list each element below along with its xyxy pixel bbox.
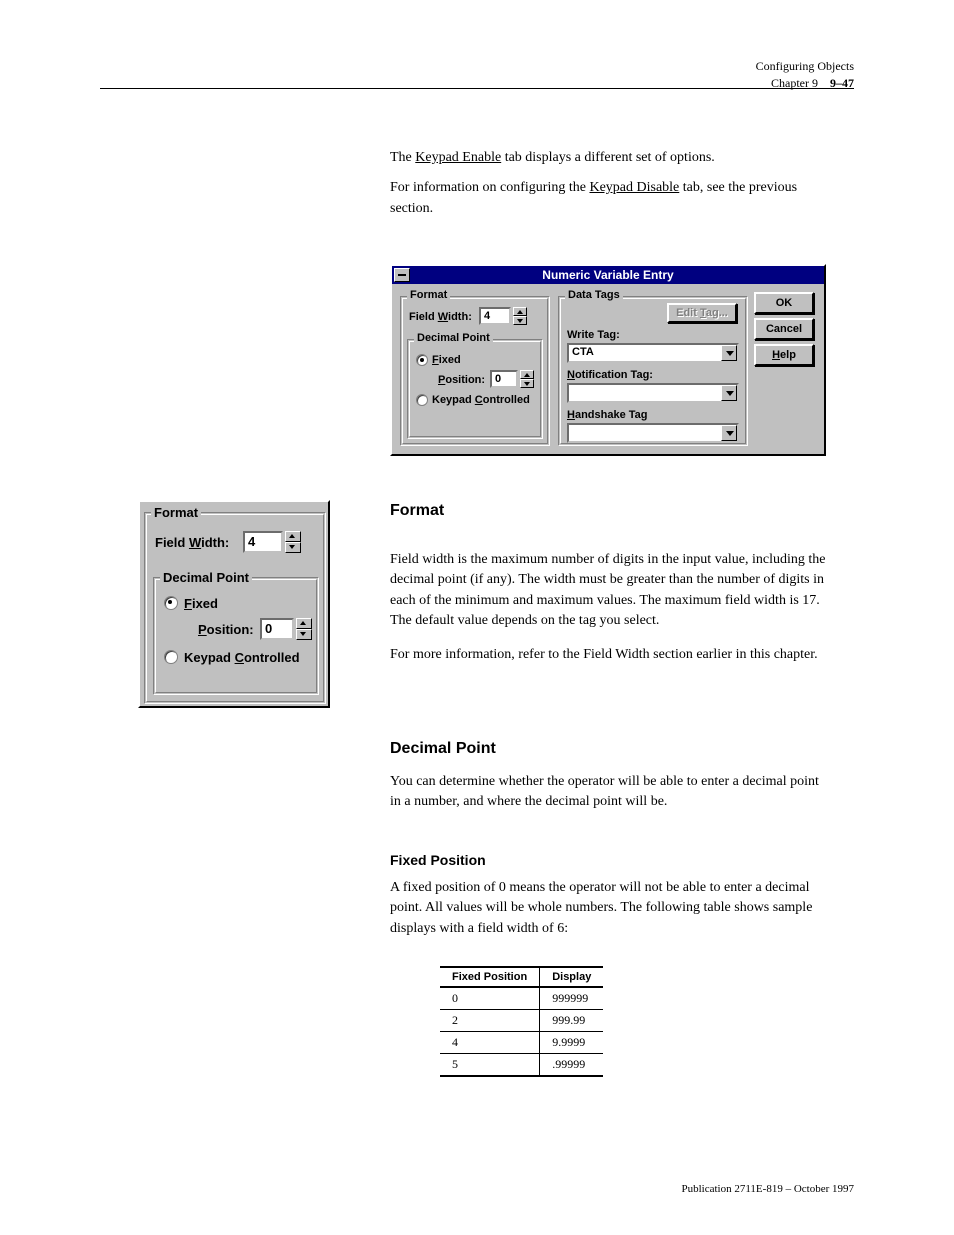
position-input[interactable]: 0 bbox=[490, 370, 518, 388]
format-group-label: Format bbox=[151, 505, 201, 520]
spin-up-icon[interactable] bbox=[520, 370, 534, 379]
write-tag-label: Write Tag: bbox=[567, 329, 620, 341]
dialog-title: Numeric Variable Entry bbox=[542, 268, 673, 282]
handshake-tag-label: Handshake Tag bbox=[567, 409, 648, 421]
spin-down-icon[interactable] bbox=[513, 316, 527, 325]
data-tags-groupbox: Data Tags Edit Tag... Write Tag: CTA Not… bbox=[558, 296, 748, 446]
fixed-position-heading: Fixed Position bbox=[390, 852, 486, 868]
fixed-position-table: Fixed Position Display 0999999 2999.99 4… bbox=[440, 966, 603, 1077]
position-spinner[interactable] bbox=[520, 370, 534, 388]
cancel-button[interactable]: Cancel bbox=[754, 318, 814, 340]
decimal-point-groupbox: Decimal Point Fixed Position: 0 Keypad C… bbox=[153, 577, 319, 695]
write-tag-combo[interactable]: CTA bbox=[567, 343, 739, 363]
position-label: Position: bbox=[198, 622, 254, 637]
position-label: Position: bbox=[438, 374, 485, 386]
ok-button[interactable]: OK bbox=[754, 292, 814, 314]
edit-tag-button: Edit Tag... bbox=[667, 303, 737, 323]
spin-up-icon[interactable] bbox=[296, 618, 312, 629]
spin-up-icon[interactable] bbox=[513, 307, 527, 316]
decimal-point-heading: Decimal Point bbox=[390, 740, 496, 758]
decimal-point-group-label: Decimal Point bbox=[160, 570, 252, 585]
publication-footer: Publication 2711E-819 – October 1997 bbox=[681, 1183, 854, 1195]
col-display: Display bbox=[540, 967, 604, 987]
chapter-title: Configuring Objects bbox=[756, 59, 854, 73]
fixed-position-paragraph: A fixed position of 0 means the operator… bbox=[390, 878, 830, 939]
notification-tag-combo[interactable] bbox=[567, 383, 739, 403]
fixed-radio[interactable] bbox=[416, 354, 428, 366]
dropdown-icon[interactable] bbox=[721, 425, 737, 441]
numeric-variable-entry-dialog: Numeric Variable Entry Format Field Widt… bbox=[390, 264, 826, 456]
format-group-label: Format bbox=[407, 289, 450, 301]
format-panel: Format Field Width: 4 Decimal Point Fixe… bbox=[138, 500, 330, 708]
spin-up-icon[interactable] bbox=[285, 531, 301, 542]
dropdown-icon[interactable] bbox=[721, 345, 737, 361]
header-rule bbox=[100, 88, 854, 89]
keypad-controlled-radio[interactable] bbox=[164, 650, 178, 664]
decimal-point-group-label: Decimal Point bbox=[414, 332, 493, 344]
field-width-spinner[interactable] bbox=[285, 531, 301, 553]
field-width-label: Field Width: bbox=[409, 311, 472, 323]
format-paragraph: Field width is the maximum number of dig… bbox=[390, 536, 830, 679]
table-row: 2999.99 bbox=[440, 1010, 603, 1032]
help-button[interactable]: Help bbox=[754, 344, 814, 366]
spin-down-icon[interactable] bbox=[296, 629, 312, 640]
page-header: Configuring Objects Chapter 9 9–47 bbox=[756, 58, 854, 92]
position-input[interactable]: 0 bbox=[260, 618, 294, 640]
handshake-tag-combo[interactable] bbox=[567, 423, 739, 443]
fixed-label: Fixed bbox=[184, 596, 218, 611]
format-heading: Format bbox=[390, 502, 444, 520]
fixed-radio[interactable] bbox=[164, 596, 178, 610]
dialog-titlebar: Numeric Variable Entry bbox=[392, 266, 824, 284]
keypad-controlled-radio[interactable] bbox=[416, 394, 428, 406]
table-row: 5.99999 bbox=[440, 1054, 603, 1077]
fixed-label: Fixed bbox=[432, 354, 461, 366]
notification-tag-label: Notification Tag: bbox=[567, 369, 653, 381]
format-groupbox: Format Field Width: 4 Decimal Point Fixe… bbox=[400, 296, 550, 446]
decimal-point-groupbox: Decimal Point Fixed Position: 0 Keypad C… bbox=[407, 339, 543, 439]
system-menu-icon[interactable] bbox=[394, 268, 410, 282]
format-groupbox: Format Field Width: 4 Decimal Point Fixe… bbox=[144, 512, 326, 704]
field-width-input[interactable]: 4 bbox=[243, 531, 283, 553]
field-width-label: Field Width: bbox=[155, 535, 229, 550]
decimal-point-paragraph: You can determine whether the operator w… bbox=[390, 772, 830, 813]
table-row: 0999999 bbox=[440, 987, 603, 1010]
position-spinner[interactable] bbox=[296, 618, 312, 640]
field-width-input[interactable]: 4 bbox=[479, 307, 511, 325]
spin-down-icon[interactable] bbox=[520, 379, 534, 388]
col-fixed-position: Fixed Position bbox=[440, 967, 540, 987]
dropdown-icon[interactable] bbox=[721, 385, 737, 401]
table-row: 49.9999 bbox=[440, 1032, 603, 1054]
keypad-controlled-label: Keypad Controlled bbox=[184, 650, 300, 665]
keypad-controlled-label: Keypad Controlled bbox=[432, 394, 530, 406]
intro-paragraph: The Keypad Enable tab displays a differe… bbox=[390, 148, 830, 229]
table-header-row: Fixed Position Display bbox=[440, 967, 603, 987]
spin-down-icon[interactable] bbox=[285, 542, 301, 553]
data-tags-group-label: Data Tags bbox=[565, 289, 623, 301]
field-width-spinner[interactable] bbox=[513, 307, 527, 325]
